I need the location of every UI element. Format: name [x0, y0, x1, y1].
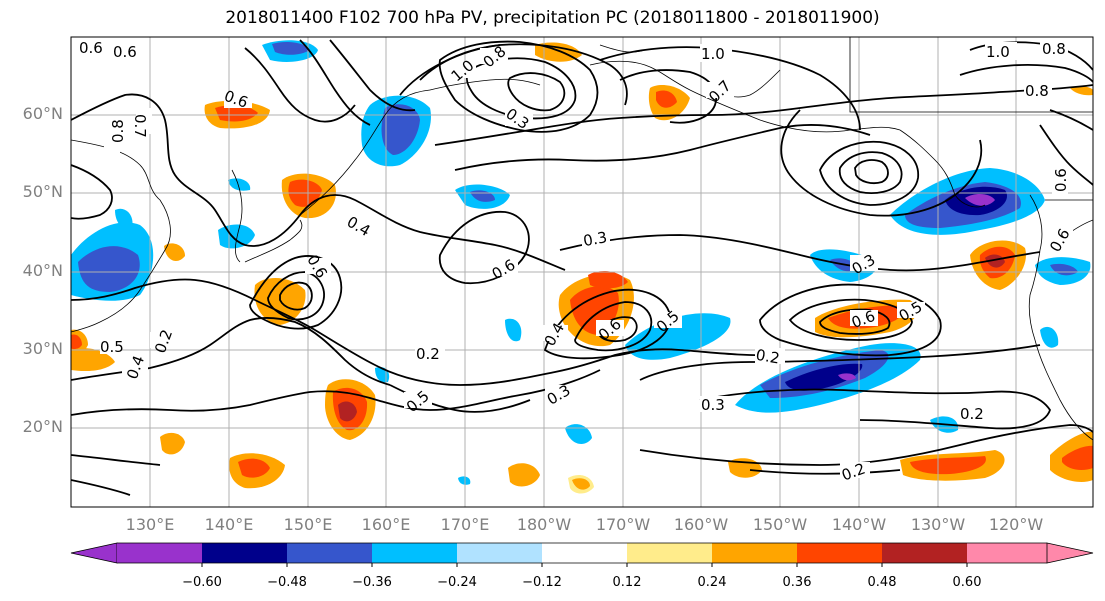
lon-label: 140°W — [831, 515, 887, 534]
lat-label: 40°N — [22, 261, 63, 280]
contour-label: 0.5 — [100, 338, 124, 356]
colorbar-tick: −0.60 — [182, 575, 222, 590]
lon-label: 130°W — [910, 515, 966, 534]
colorbar-tick: −0.24 — [437, 575, 477, 590]
lon-label: 170°W — [595, 515, 651, 534]
colorbar-tick: 0.12 — [612, 575, 642, 590]
contour-label: 0.7 — [131, 114, 149, 138]
lon-label: 170°E — [440, 515, 490, 534]
contour-label: 0.3 — [701, 396, 725, 414]
colorbar-tick: 0.36 — [782, 575, 812, 590]
lon-label: 120°W — [988, 515, 1044, 534]
lat-label: 50°N — [22, 182, 63, 201]
contour-label: 1.0 — [986, 43, 1010, 61]
contour-label: 0.3 — [582, 228, 609, 250]
contour-label: 0.6 — [79, 39, 103, 57]
lon-label: 160°W — [673, 515, 729, 534]
precip-shading — [71, 40, 1093, 494]
colorbar-low-extension — [70, 542, 118, 564]
lat-label: 20°N — [22, 417, 63, 436]
lon-label: 160°E — [361, 515, 411, 534]
colorbar-tick: 0.60 — [952, 575, 982, 590]
colorbar-tick: −0.36 — [352, 575, 392, 590]
colorbar — [70, 542, 1094, 567]
colorbar-tick: −0.12 — [522, 575, 562, 590]
lon-label: 150°E — [283, 515, 333, 534]
contour-label: 0.2 — [416, 345, 440, 363]
colorbar-tick: 0.24 — [697, 575, 727, 590]
contour-label: 0.8 — [1042, 40, 1066, 58]
lon-label: 180°W — [516, 515, 572, 534]
lon-label: 130°E — [125, 515, 175, 534]
lon-label: 140°E — [204, 515, 254, 534]
map-title: 2018011400 F102 700 hPa PV, precipitatio… — [225, 8, 880, 28]
contour-label: 0.2 — [960, 405, 984, 423]
pv-contours — [71, 39, 1093, 496]
lon-label: 150°W — [752, 515, 808, 534]
contour-label: 0.2 — [754, 346, 781, 368]
contour-label: 0.6 — [113, 43, 137, 61]
contour-label: 0.6 — [1052, 168, 1070, 192]
contour-label: 0.8 — [109, 119, 127, 143]
colorbar-tick: −0.48 — [267, 575, 307, 590]
contour-label: 1.0 — [701, 45, 725, 63]
colorbar-high-extension — [1046, 542, 1094, 564]
lat-label: 30°N — [22, 339, 63, 358]
map-frame — [70, 36, 1094, 508]
lat-label: 60°N — [22, 104, 63, 123]
contour-label: 0.8 — [1025, 82, 1049, 100]
colorbar-tick: 0.48 — [867, 575, 897, 590]
